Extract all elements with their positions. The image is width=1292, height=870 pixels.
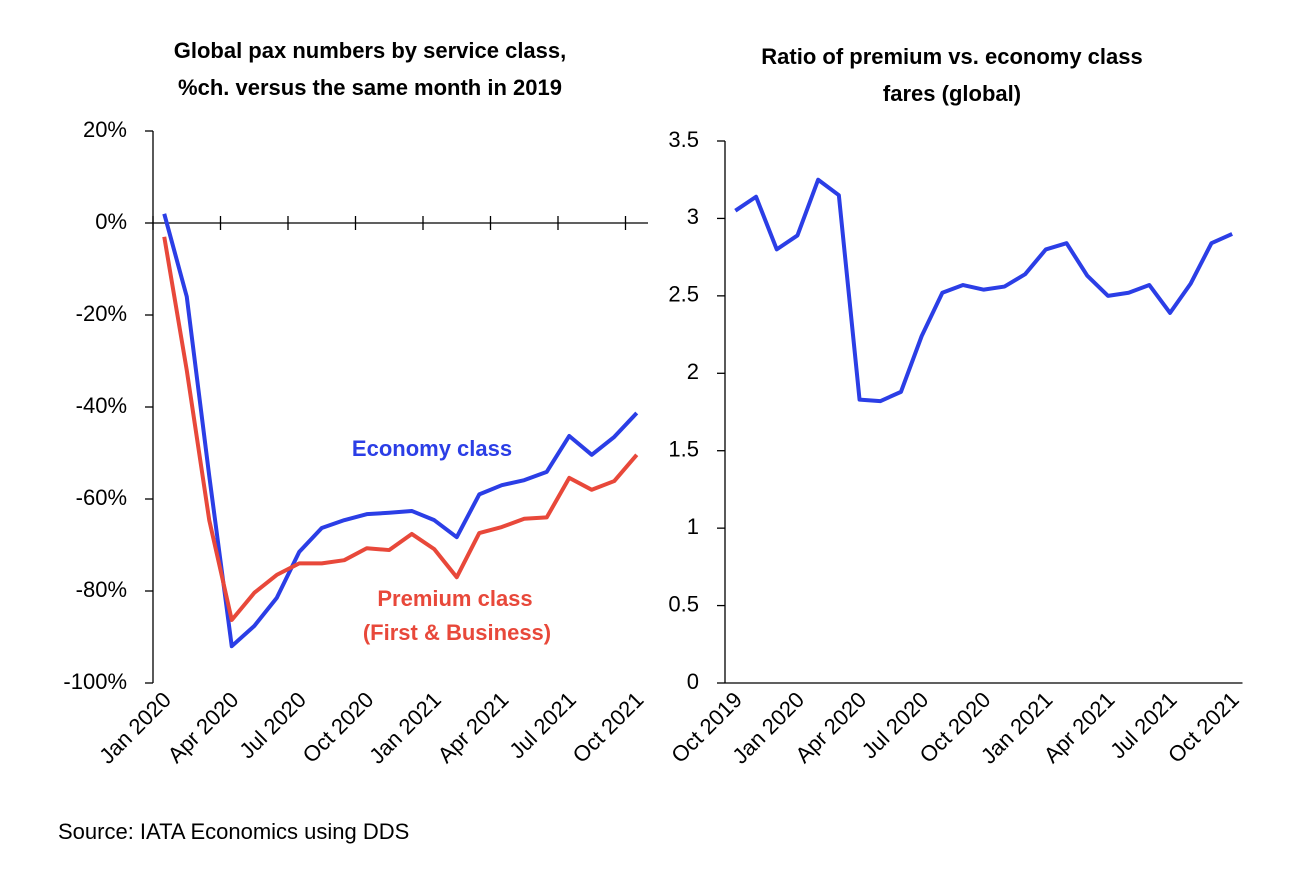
data-line — [162, 213, 639, 649]
series-annotation: Premium class — [377, 586, 532, 611]
y-tick-label: 2.5 — [668, 282, 699, 307]
source-note: Source: IATA Economics using DDS — [58, 819, 409, 844]
y-tick-label: 3.5 — [668, 127, 699, 152]
x-tick-label: Apr 2021 — [433, 687, 514, 768]
y-tick-label: 1.5 — [668, 437, 699, 462]
chart-title: fares (global) — [883, 81, 1021, 106]
y-tick-label: 0% — [95, 209, 127, 234]
chart-title: %ch. versus the same month in 2019 — [178, 75, 562, 100]
y-tick-label: 0 — [687, 669, 699, 694]
y-tick-label: 2 — [687, 359, 699, 384]
chart-title: Global pax numbers by service class, — [174, 38, 567, 63]
x-tick-label: Jan 2021 — [364, 687, 446, 769]
series-annotation: (First & Business) — [363, 620, 551, 645]
data-line — [734, 177, 1233, 404]
x-tick-label: Jan 2020 — [94, 687, 176, 769]
y-tick-label: 20% — [83, 117, 127, 142]
y-tick-label: -20% — [76, 301, 127, 326]
y-tick-label: 0.5 — [668, 591, 699, 616]
y-tick-label: -100% — [63, 669, 127, 694]
chart-title: Ratio of premium vs. economy class — [761, 44, 1142, 69]
series-annotation: Economy class — [352, 436, 512, 461]
y-tick-label: -60% — [76, 485, 127, 510]
data-line — [162, 236, 639, 622]
x-tick-label: Oct 2020 — [298, 687, 379, 768]
y-tick-label: 3 — [687, 204, 699, 229]
x-tick-label: Apr 2020 — [163, 687, 244, 768]
y-tick-label: -80% — [76, 577, 127, 602]
y-tick-label: 1 — [687, 514, 699, 539]
x-tick-label: Oct 2021 — [568, 687, 649, 768]
y-tick-label: -40% — [76, 393, 127, 418]
